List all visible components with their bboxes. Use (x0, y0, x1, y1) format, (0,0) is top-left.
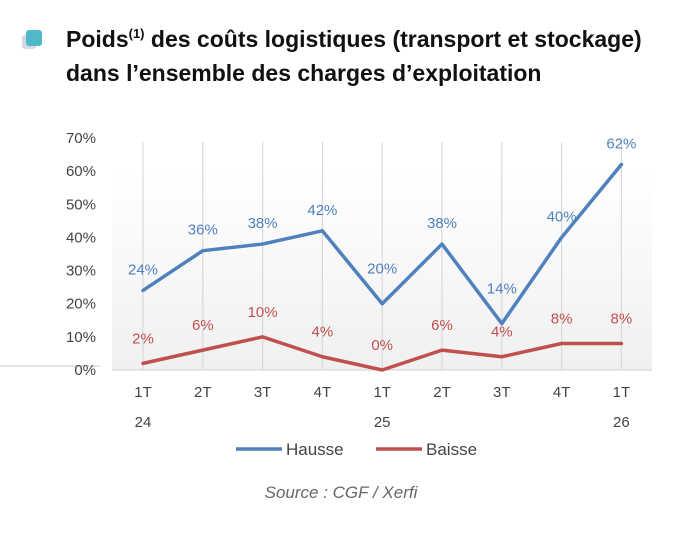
chart-title: Poids(1) des coûts logistiques (transpor… (66, 26, 642, 86)
x-tick-label-year: 26 (613, 414, 630, 431)
data-label: 24% (128, 261, 158, 278)
y-tick-label: 10% (66, 329, 96, 346)
data-label: 10% (248, 304, 278, 321)
data-label: 8% (551, 310, 573, 327)
x-tick-label: 2T (433, 384, 451, 401)
data-label: 0% (371, 337, 393, 354)
data-label: 40% (547, 208, 577, 225)
data-label: 2% (132, 330, 154, 347)
divider (0, 365, 100, 367)
series-line-baisse (141, 335, 624, 372)
x-tick-label: 3T (493, 384, 511, 401)
y-tick-label: 40% (66, 229, 96, 246)
data-label: 6% (431, 317, 453, 334)
legend-label-baisse: Baisse (426, 440, 477, 459)
series-line-hausse (141, 162, 624, 326)
x-tick-label: 3T (254, 384, 272, 401)
data-label: 14% (487, 281, 517, 298)
x-tick-label-year: 24 (135, 414, 152, 431)
x-tick-label: 2T (194, 384, 212, 401)
data-label: 4% (312, 324, 334, 341)
data-label: 38% (248, 215, 278, 232)
x-tick-label: 1T (613, 384, 631, 401)
x-tick-label: 4T (553, 384, 571, 401)
y-tick-label: 30% (66, 263, 96, 280)
data-label: 62% (606, 136, 636, 153)
data-label: 42% (307, 202, 337, 219)
y-tick-label: 70% (66, 130, 96, 147)
data-label: 38% (427, 215, 457, 232)
y-tick-label: 0% (74, 362, 96, 379)
source-note: Source : CGF / Xerfi (264, 483, 418, 502)
data-label: 36% (188, 222, 218, 239)
y-tick-label: 60% (66, 163, 96, 180)
y-tick-label: 20% (66, 296, 96, 313)
legend-label-hausse: Hausse (286, 440, 344, 459)
y-tick-label: 50% (66, 196, 96, 213)
data-label: 6% (192, 317, 214, 334)
data-label: 4% (491, 324, 513, 341)
x-tick-label: 1T (373, 384, 391, 401)
data-label: 20% (367, 261, 397, 278)
line-chart: 0% 10% 20% 30% 40% 50% 60% 70% 1T 24 2T 3T 4T 1T 25 2T… (66, 130, 652, 459)
x-tick-label: 4T (314, 384, 332, 401)
data-label: 8% (611, 310, 633, 327)
x-tick-label: 1T (134, 384, 152, 401)
x-tick-label-year: 25 (374, 414, 391, 431)
bullet-icon (22, 30, 44, 52)
